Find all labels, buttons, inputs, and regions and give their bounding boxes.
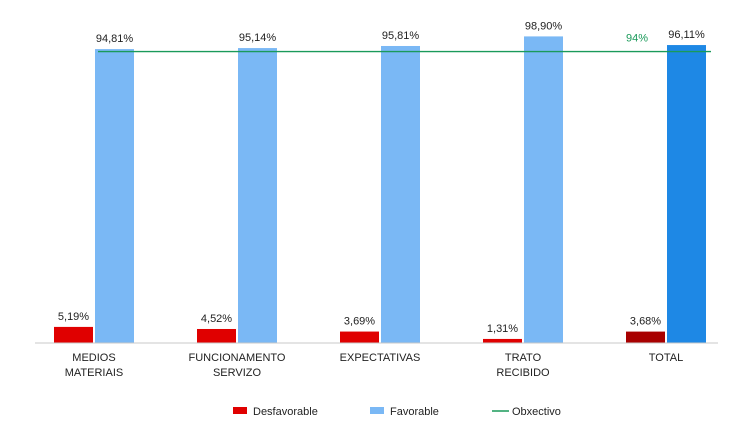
x-tick-labels-layer: MEDIOS MATERIAIS FUNCIONAMENTO SERVIZO EXPEC… [65,352,683,379]
data-label-desfavorable-0: 5,19% [58,311,89,323]
bar-favorable-2 [381,46,420,343]
bar-desfavorable-3 [483,339,522,343]
bar-desfavorable-1 [197,329,236,343]
x-tick-label-1-1: SERVIZO [213,367,262,379]
bar-favorable-0 [95,49,134,343]
bar-favorable-4 [667,45,706,343]
data-label-desfavorable-3: 1,31% [487,323,518,335]
data-label-favorable-3: 98,90% [525,20,563,32]
x-tick-label-0-0: MEDIOS [72,352,115,364]
legend: Desfavorable Favorable Obxectivo [233,406,561,418]
x-tick-label-1-0: FUNCIONAMENTO [189,352,286,364]
data-label-desfavorable-4: 3,68% [630,316,661,328]
x-tick-label-0-1: MATERIAIS [65,367,123,379]
x-tick-label-3-0: TRATO [505,352,542,364]
bars-layer [54,36,706,343]
bar-desfavorable-0 [54,327,93,343]
data-label-favorable-4: 96,11% [668,29,705,41]
data-label-favorable-2: 95,81% [382,30,420,42]
legend-swatch-favorable [370,407,384,414]
bar-favorable-3 [524,36,563,343]
data-label-favorable-1: 95,14% [239,32,277,44]
legend-label-favorable: Favorable [390,406,439,418]
objective-label: 94% [626,33,648,45]
data-label-desfavorable-2: 3,69% [344,316,375,328]
data-label-desfavorable-1: 4,52% [201,313,232,325]
x-tick-label-4-0: TOTAL [649,352,683,364]
x-tick-label-2-0: EXPECTATIVAS [340,352,421,364]
x-tick-label-3-1: RECIBIDO [496,367,550,379]
legend-label-desfavorable: Desfavorable [253,406,318,418]
data-label-favorable-0: 94,81% [96,33,134,45]
bar-desfavorable-2 [340,332,379,343]
bar-desfavorable-4 [626,332,665,343]
bar-favorable-1 [238,48,277,343]
legend-label-obxectivo: Obxectivo [512,406,561,418]
legend-swatch-desfavorable [233,407,247,414]
